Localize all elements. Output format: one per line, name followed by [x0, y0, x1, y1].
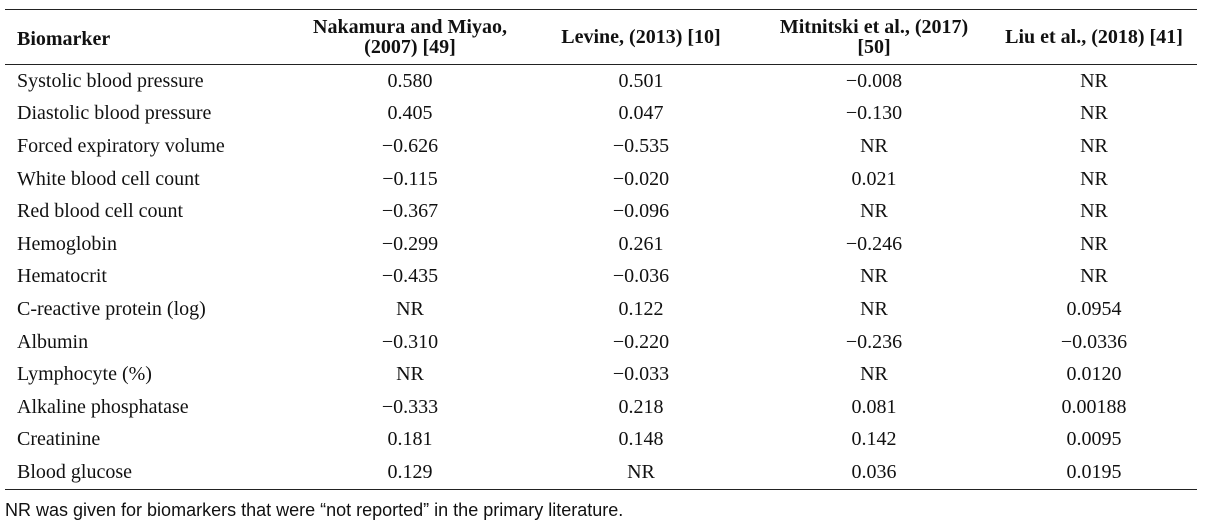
coefficient-cell: NR — [860, 297, 888, 320]
table-row: Alkaline phosphatase −0.333 0.218 0.081 0.00… — [5, 391, 1197, 424]
coefficient-cell: −0.626 — [381, 134, 439, 157]
coefficient-cell: 0.501 — [618, 69, 664, 92]
coefficient-cell: 0.580 — [387, 69, 433, 92]
table-row: Hematocrit −0.435 −0.036 NR NR — [5, 261, 1197, 294]
table-row: Creatinine 0.181 0.148 0.142 0.0095 — [5, 424, 1197, 457]
coefficient-cell: 0.00188 — [1061, 395, 1127, 418]
coefficient-cell: −0.535 — [612, 134, 670, 157]
table-row: Albumin −0.310 −0.220 −0.236 −0.0336 — [5, 326, 1197, 359]
coefficient-cell: NR — [1080, 134, 1108, 157]
biomarker-name-cell: Diastolic blood pressure — [17, 102, 212, 125]
coefficient-cell: NR — [860, 134, 888, 157]
coefficient-cell: −0.130 — [845, 102, 903, 125]
coefficient-cell: −0.333 — [381, 395, 439, 418]
table-footnote: NR was given for biomarkers that were “n… — [5, 500, 624, 520]
table-row: Diastolic blood pressure 0.405 0.047 −0.130… — [5, 98, 1197, 131]
coefficient-cell: −0.115 — [382, 167, 438, 190]
table-row: Red blood cell count −0.367 −0.096 NR NR — [5, 195, 1197, 228]
table-row: Lymphocyte (%) NR −0.033 NR 0.0120 — [5, 358, 1197, 391]
coefficient-cell: 0.122 — [618, 297, 664, 320]
coefficient-cell: NR — [860, 363, 888, 386]
coefficient-cell: 0.142 — [851, 428, 897, 451]
coefficient-cell: 0.148 — [618, 428, 664, 451]
table-row: Forced expiratory volume −0.626 −0.535 NR NR — [5, 130, 1197, 163]
coefficient-cell: −0.036 — [612, 265, 670, 288]
biomarker-name-cell: Systolic blood pressure — [17, 69, 204, 92]
biomarker-name-cell: Lymphocyte (%) — [17, 363, 152, 386]
coefficient-cell: −0.033 — [612, 363, 670, 386]
biomarker-name-cell: Red blood cell count — [17, 200, 184, 223]
coefficient-cell: −0.435 — [381, 265, 439, 288]
biomarker-name-cell: White blood cell count — [17, 167, 200, 190]
coefficient-cell: 0.405 — [387, 102, 433, 125]
coefficient-cell: 0.036 — [851, 460, 897, 483]
coefficient-cell: −0.096 — [612, 200, 670, 223]
coefficient-cell: −0.236 — [845, 330, 903, 353]
coefficient-cell: 0.021 — [851, 167, 897, 190]
header-liu: Liu et al., (2018) [41] — [1005, 26, 1183, 48]
biomarker-table-container: Biomarker Nakamura and Miyao, (2007) [49… — [5, 9, 1197, 490]
coefficient-cell: 0.261 — [618, 232, 664, 255]
coefficient-cell: NR — [1080, 167, 1108, 190]
header-nakamura-miyao: Nakamura and Miyao, (2007) [49] — [313, 16, 507, 58]
coefficient-cell: NR — [860, 200, 888, 223]
table-row: Systolic blood pressure 0.580 0.501 −0.008 N… — [5, 65, 1197, 98]
table-row: Blood glucose 0.129 NR 0.036 0.0195 — [5, 456, 1197, 490]
biomarker-name-cell: Albumin — [17, 330, 89, 353]
table-body: Systolic blood pressure 0.580 0.501 −0.008 N… — [5, 65, 1197, 490]
biomarker-name-cell: Creatinine — [17, 428, 101, 451]
coefficient-cell: 0.0195 — [1066, 460, 1122, 483]
coefficient-cell: −0.310 — [381, 330, 439, 353]
biomarker-name-cell: C-reactive protein (log) — [17, 297, 206, 320]
coefficient-cell: −0.008 — [845, 69, 903, 92]
table-row: C-reactive protein (log) NR 0.122 NR 0.0954 — [5, 293, 1197, 326]
coefficient-cell: −0.299 — [381, 232, 439, 255]
coefficient-cell: NR — [1080, 200, 1108, 223]
coefficient-cell: NR — [1080, 265, 1108, 288]
biomarker-name-cell: Forced expiratory volume — [17, 134, 225, 157]
coefficient-cell: NR — [1080, 232, 1108, 255]
biomarker-table: Biomarker Nakamura and Miyao, (2007) [49… — [5, 9, 1197, 490]
coefficient-cell: 0.181 — [387, 428, 433, 451]
coefficient-cell: 0.218 — [618, 395, 664, 418]
coefficient-cell: 0.047 — [618, 102, 664, 125]
coefficient-cell: −0.020 — [612, 167, 670, 190]
coefficient-cell: −0.367 — [381, 200, 439, 223]
coefficient-cell: −0.0336 — [1060, 330, 1128, 353]
coefficient-cell: NR — [396, 297, 424, 320]
coefficient-cell: 0.0954 — [1066, 297, 1122, 320]
header-levine: Levine, (2013) [10] — [561, 26, 721, 48]
coefficient-cell: NR — [396, 363, 424, 386]
coefficient-cell: −0.220 — [612, 330, 670, 353]
coefficient-cell: 0.081 — [851, 395, 897, 418]
coefficient-cell: NR — [1080, 102, 1108, 125]
biomarker-name-cell: Hemoglobin — [17, 232, 117, 255]
coefficient-cell: NR — [860, 265, 888, 288]
coefficient-cell: NR — [627, 460, 655, 483]
coefficient-cell: 0.0095 — [1066, 428, 1122, 451]
biomarker-name-cell: Blood glucose — [17, 460, 132, 483]
biomarker-name-cell: Hematocrit — [17, 265, 107, 288]
coefficient-cell: NR — [1080, 69, 1108, 92]
coefficient-cell: 0.0120 — [1066, 363, 1122, 386]
coefficient-cell: −0.246 — [845, 232, 903, 255]
header-row: Biomarker Nakamura and Miyao, (2007) [49… — [5, 9, 1197, 65]
biomarker-name-cell: Alkaline phosphatase — [17, 395, 189, 418]
header-mitnitski: Mitnitski et al., (2017) [50] — [779, 16, 969, 58]
table-row: Hemoglobin −0.299 0.261 −0.246 NR — [5, 228, 1197, 261]
header-biomarker: Biomarker — [17, 28, 111, 50]
table-header: Biomarker Nakamura and Miyao, (2007) [49… — [5, 9, 1197, 65]
table-row: White blood cell count −0.115 −0.020 0.021 N… — [5, 163, 1197, 196]
coefficient-cell: 0.129 — [387, 460, 433, 483]
